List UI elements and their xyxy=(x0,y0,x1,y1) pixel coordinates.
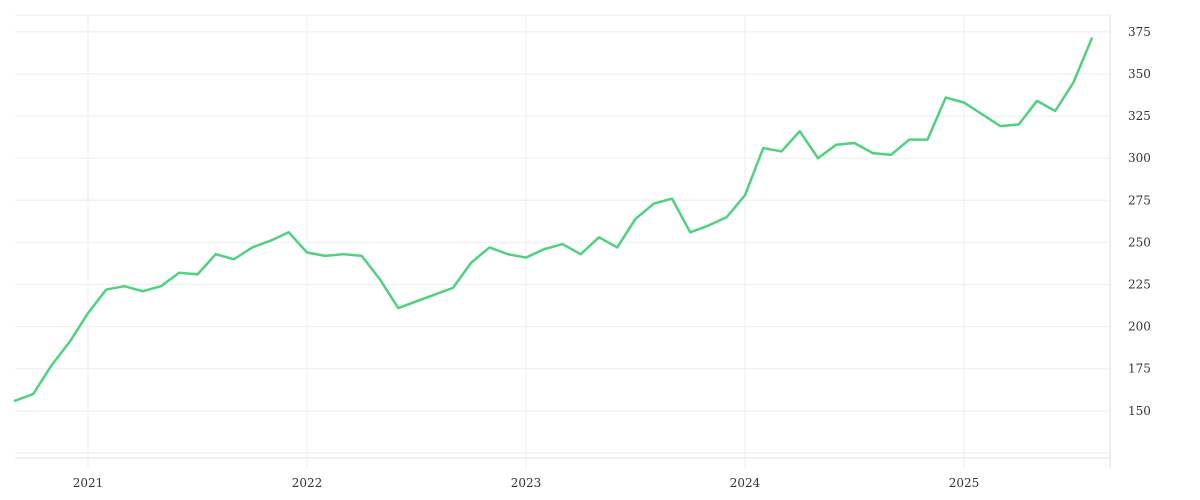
y-tick-label: 275 xyxy=(1128,193,1151,207)
grid xyxy=(15,14,1110,468)
y-tick-label: 375 xyxy=(1128,25,1151,39)
y-tick-label: 200 xyxy=(1128,320,1151,334)
axes xyxy=(15,15,1111,468)
y-tick-label: 250 xyxy=(1128,235,1151,249)
tick-labels: 150 175 200 225 250 275 300 325 350 375 2021 2022 20… xyxy=(73,25,1151,490)
y-tick-label: 225 xyxy=(1128,278,1151,292)
y-tick-label: 325 xyxy=(1128,109,1151,123)
x-tick-label: 2022 xyxy=(292,476,323,490)
series-line xyxy=(13,37,1093,402)
x-tick-label: 2024 xyxy=(730,476,761,490)
x-tick-label: 2021 xyxy=(73,476,104,490)
x-tick-label: 2023 xyxy=(511,476,542,490)
x-tick-label: 2025 xyxy=(949,476,980,490)
series-layer xyxy=(13,37,1093,402)
y-tick-label: 175 xyxy=(1128,362,1151,376)
y-tick-label: 150 xyxy=(1128,404,1151,418)
y-tick-label: 350 xyxy=(1128,67,1151,81)
y-tick-label: 300 xyxy=(1128,151,1151,165)
